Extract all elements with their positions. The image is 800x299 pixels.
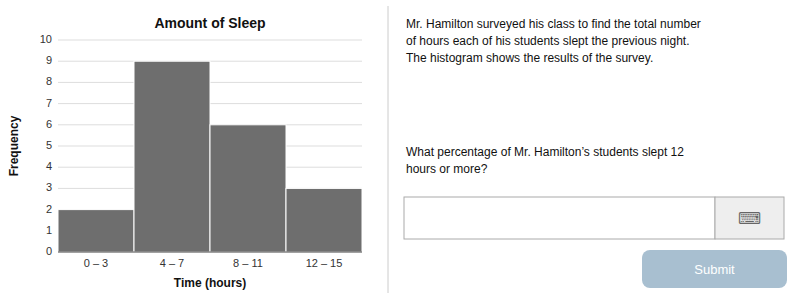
y-tick-label: 5 — [46, 139, 52, 151]
grid-line — [58, 252, 362, 253]
y-tick-label: 2 — [46, 203, 52, 215]
description-text-line: of hours each of his students slept the … — [406, 34, 690, 48]
x-axis-label: Time (hours) — [174, 276, 246, 290]
y-tick-label: 10 — [40, 33, 52, 45]
x-tick-label: 8 – 11 — [233, 257, 263, 269]
x-tick-label: 0 – 3 — [84, 257, 108, 269]
chart-title: Amount of Sleep — [154, 15, 265, 31]
question-text-line: hours or more? — [406, 162, 488, 176]
y-tick-label: 1 — [46, 224, 52, 236]
bar — [210, 125, 286, 252]
y-tick-label: 9 — [46, 54, 52, 66]
bar — [286, 188, 362, 252]
divider — [388, 6, 389, 293]
description-text: Mr. Hamilton surveyed his class to find … — [406, 17, 701, 65]
keyboard-icon: ⌨ — [738, 209, 761, 228]
x-axis-line — [58, 252, 362, 253]
y-tick-label: 8 — [46, 75, 52, 87]
bar — [134, 61, 210, 252]
submit-button[interactable] — [642, 250, 787, 288]
grid — [58, 40, 362, 252]
y-tick-label: 3 — [46, 181, 52, 193]
question-text-line: What percentage of Mr. Hamilton’s studen… — [406, 145, 684, 159]
description-text-line: The histogram shows the results of the s… — [406, 51, 653, 65]
y-axis-label: Frequency — [7, 115, 21, 176]
y-tick-label: 6 — [46, 118, 52, 130]
x-tick-label: 4 – 7 — [160, 257, 184, 269]
question-text: What percentage of Mr. Hamilton’s studen… — [406, 145, 684, 176]
grid-line — [58, 40, 362, 41]
bars — [58, 61, 362, 252]
y-tick-label: 0 — [46, 245, 52, 257]
description-text-line: Mr. Hamilton surveyed his class to find … — [406, 17, 701, 31]
keyboard-button[interactable] — [715, 197, 784, 239]
submit-label: Submit — [694, 262, 735, 277]
y-tick-label: 4 — [46, 160, 52, 172]
bar — [58, 210, 134, 252]
page: 0 1 2 3 4 5 6 7 8 9 10 0 – 3 4 – 7 8 – 11 12 – 15 Amoun… — [0, 0, 800, 299]
x-tick-label: 12 – 15 — [306, 257, 343, 269]
answer-input[interactable] — [404, 197, 715, 239]
y-tick-label: 7 — [46, 97, 52, 109]
